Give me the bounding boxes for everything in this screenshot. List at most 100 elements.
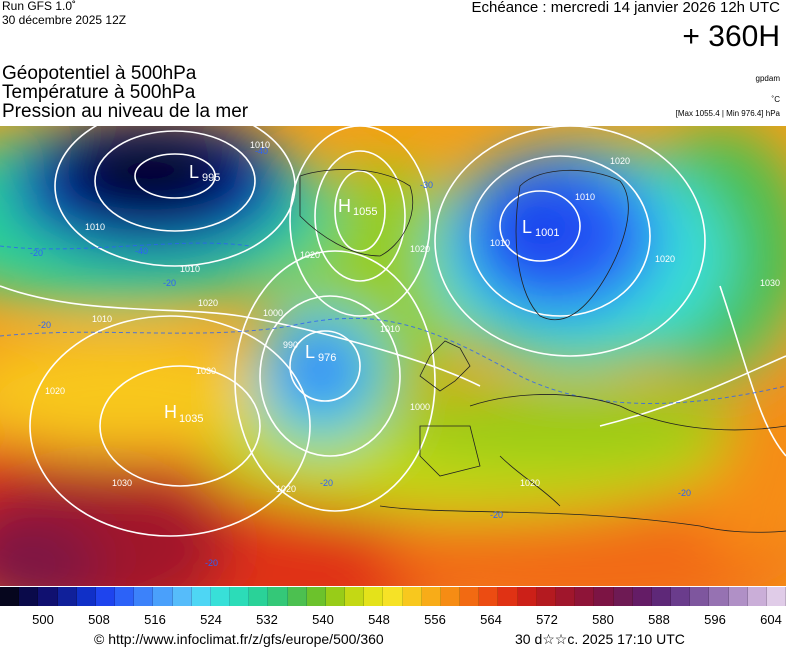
colorbar-swatch: [57, 587, 77, 606]
colorbar-tick-label: 548: [368, 612, 390, 627]
isobar-label: 1020: [45, 386, 65, 396]
low-center-3: L 976: [305, 342, 336, 364]
temp-label: -20: [163, 278, 176, 288]
colorbar-swatch: [766, 587, 786, 606]
colorbar-swatch: [172, 587, 192, 606]
isobar-label: 1020: [276, 484, 296, 494]
temp-label: -40: [135, 246, 148, 256]
unit-pressure-range: [Max 1055.4 | Min 976.4] hPa: [675, 109, 780, 118]
isobar-label: 1020: [520, 478, 540, 488]
colorbar-swatch: [671, 587, 691, 606]
isobar-label: 1010: [85, 222, 105, 232]
svg-text:H: H: [164, 402, 177, 422]
colorbar-swatch: [76, 587, 96, 606]
temperature-labels: -20 -40 -40 -20 -20 -20 -30 -20 -20 -20: [30, 146, 691, 568]
svg-text:995: 995: [202, 172, 220, 184]
colorbar-swatch: [555, 587, 576, 606]
colorbar-swatch: [479, 587, 499, 606]
coastlines: [299, 169, 786, 533]
temp-label: -20: [490, 510, 503, 520]
colorbar-swatch: [230, 587, 250, 606]
colorbar-swatch: [440, 587, 461, 606]
high-center-1: H 1055: [338, 196, 377, 218]
isobar-label: 1020: [300, 250, 320, 260]
temp-label: -40: [255, 146, 268, 156]
colorbar-swatch: [632, 587, 652, 606]
temp-label: -20: [38, 320, 51, 330]
run-label: Run GFS 1.0˚: [2, 0, 77, 13]
param-pressure: Pression au niveau de la mer: [2, 101, 249, 122]
svg-text:L: L: [522, 217, 532, 237]
svg-text:1035: 1035: [179, 413, 203, 425]
run-date: 30 décembre 2025 12Z: [2, 13, 127, 27]
param-temperature: Température à 500hPa: [2, 82, 196, 103]
colorbar-swatch: [287, 587, 307, 606]
colorbar-tick-label: 572: [536, 612, 558, 627]
svg-text:L: L: [189, 162, 199, 182]
colorbar-swatch: [268, 587, 288, 606]
isobar-label: 990: [283, 340, 298, 350]
colorbar-tick-label: 508: [88, 612, 110, 627]
colorbar-swatch: [95, 587, 116, 606]
colorbar-tick-label: 596: [704, 612, 726, 627]
colorbar-legend: [0, 587, 786, 606]
temp-label: -20: [320, 478, 333, 488]
temp-label: -30: [420, 180, 433, 190]
colorbar-swatch: [383, 587, 403, 606]
unit-gpdam: gpdam: [755, 74, 780, 83]
colorbar-tick-label: 500: [32, 612, 54, 627]
isobar-label: 1000: [410, 402, 430, 412]
colorbar-swatch: [594, 587, 614, 606]
colorbar-swatch: [690, 587, 710, 606]
colorbar-swatch: [402, 587, 422, 606]
colorbar-swatch: [709, 587, 729, 606]
isobar-label: 1020: [655, 254, 675, 264]
colorbar-swatch: [153, 587, 173, 606]
colorbar-swatch: [498, 587, 518, 606]
isobar-label: 1020: [610, 156, 630, 166]
forecast-horizon: + 360H: [682, 20, 780, 53]
colorbar-swatch: [115, 587, 135, 606]
colorbar-swatch: [134, 587, 154, 606]
low-center-2: L 1001: [522, 217, 559, 239]
temp-label: -20: [30, 248, 43, 258]
colorbar-ticks: 500 508 516 524 532 540 548 556 564 572 580 588 596 6…: [0, 612, 786, 628]
colorbar-tick-label: 556: [424, 612, 446, 627]
high-center-2: H 1035: [164, 402, 203, 425]
temp-label: -20: [678, 488, 691, 498]
isobar-label: 1010: [380, 324, 400, 334]
colorbar-swatch: [249, 587, 269, 606]
colorbar-swatch: [325, 587, 346, 606]
colorbar-tick-label: 580: [592, 612, 614, 627]
colorbar-tick-label: 564: [480, 612, 502, 627]
isobar-label: 1010: [180, 264, 200, 274]
low-center-1: L 995: [189, 162, 220, 184]
temp-label: -20: [205, 558, 218, 568]
colorbar-tick-label: 532: [256, 612, 278, 627]
isobar-label: 1020: [410, 244, 430, 254]
svg-text:H: H: [338, 196, 351, 216]
weather-map: L 995 H 1055 L 1001 L 976 H 1035 1010 10…: [0, 126, 786, 586]
isobar-label: 1030: [112, 478, 132, 488]
svg-text:1055: 1055: [353, 206, 377, 218]
colorbar-swatch: [747, 587, 767, 606]
colorbar-swatch: [575, 587, 595, 606]
svg-text:1001: 1001: [535, 227, 559, 239]
colorbar-swatch: [306, 587, 326, 606]
isobars: [0, 126, 786, 537]
source-url[interactable]: © http://www.infoclimat.fr/z/gfs/europe/…: [94, 631, 384, 647]
isobar-label: 1010: [575, 192, 595, 202]
colorbar-swatch: [0, 587, 20, 606]
colorbar-swatch: [613, 587, 633, 606]
svg-text:L: L: [305, 342, 315, 362]
isobar-label: 1030: [760, 278, 780, 288]
colorbar-swatch: [517, 587, 537, 606]
colorbar-swatch: [38, 587, 58, 606]
colorbar-swatch: [651, 587, 672, 606]
colorbar-swatch: [364, 587, 384, 606]
forecast-valid-time: Echéance : mercredi 14 janvier 2026 12h …: [471, 0, 781, 16]
isobar-label: 1010: [92, 314, 112, 324]
temperature-field: [0, 126, 786, 586]
colorbar-swatch: [421, 587, 441, 606]
colorbar-tick-label: 516: [144, 612, 166, 627]
